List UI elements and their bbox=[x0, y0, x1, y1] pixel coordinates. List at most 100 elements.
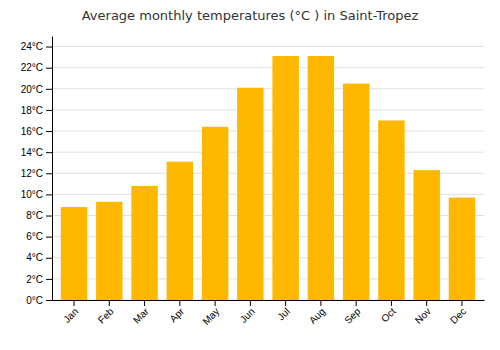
y-tick-label: 0°C bbox=[26, 295, 43, 306]
y-tick: 14°C bbox=[21, 147, 52, 158]
y-tick-label: 24°C bbox=[21, 41, 43, 52]
y-tick: 16°C bbox=[21, 126, 52, 137]
y-tick: 6°C bbox=[26, 231, 52, 242]
x-tick-mark bbox=[144, 300, 145, 306]
x-tick-label: Jul bbox=[275, 306, 292, 323]
x-tick-mark bbox=[356, 300, 357, 306]
y-axis-line bbox=[52, 37, 53, 301]
x-tick-label: Jun bbox=[238, 306, 257, 325]
bar bbox=[343, 84, 369, 300]
y-tick-mark bbox=[46, 258, 52, 259]
x-tick-label: Dec bbox=[448, 306, 468, 326]
y-tick-label: 16°C bbox=[21, 126, 43, 137]
y-tick: 0°C bbox=[26, 295, 52, 306]
bar bbox=[96, 202, 122, 300]
y-tick-mark bbox=[46, 47, 52, 48]
y-tick-label: 22°C bbox=[21, 62, 43, 73]
x-axis-line bbox=[53, 300, 485, 301]
bar bbox=[131, 186, 157, 300]
chart-svg: 0°C 2°C 4°C 6°C 8°C 10°C 12°C 14°C 16°C 18°C 20°C 2… bbox=[0, 0, 500, 350]
y-tick-label: 2°C bbox=[26, 274, 43, 285]
y-tick: 10°C bbox=[21, 189, 52, 200]
x-tick-mark bbox=[179, 300, 180, 306]
x-tick: Feb bbox=[96, 300, 116, 326]
x-axis: Jan Feb Mar Apr May Jun Jul Aug Sep Oct Nov Dec bbox=[53, 300, 485, 327]
y-tick: 24°C bbox=[21, 41, 52, 52]
bar bbox=[308, 56, 334, 300]
y-tick-mark bbox=[46, 173, 52, 174]
x-tick-label: Jan bbox=[61, 306, 80, 325]
x-tick-mark bbox=[426, 300, 427, 306]
y-tick: 12°C bbox=[21, 168, 52, 179]
grid bbox=[52, 47, 484, 300]
y-tick: 22°C bbox=[21, 62, 52, 73]
y-tick-mark bbox=[46, 68, 52, 69]
x-tick: Jul bbox=[275, 300, 292, 322]
x-tick: Nov bbox=[413, 300, 433, 326]
x-tick: Aug bbox=[307, 300, 327, 326]
bar bbox=[413, 170, 439, 300]
bar bbox=[61, 207, 87, 300]
x-tick: Mar bbox=[131, 300, 151, 326]
y-tick-mark bbox=[46, 131, 52, 132]
x-tick-label: Aug bbox=[307, 306, 327, 326]
y-tick-mark bbox=[46, 89, 52, 90]
y-tick-label: 20°C bbox=[21, 84, 43, 95]
x-tick-mark bbox=[461, 300, 462, 306]
grid-line bbox=[52, 131, 484, 132]
x-tick: Apr bbox=[167, 300, 186, 324]
bars bbox=[61, 56, 475, 300]
title: Average monthly temperatures (°C ) in Sa… bbox=[82, 8, 419, 23]
x-tick-label: Oct bbox=[379, 306, 398, 325]
bar bbox=[272, 56, 298, 300]
y-tick: 20°C bbox=[21, 84, 52, 95]
grid-line bbox=[52, 67, 484, 68]
bar bbox=[202, 127, 228, 300]
y-tick: 18°C bbox=[21, 105, 52, 116]
x-tick-label: May bbox=[200, 306, 221, 327]
y-tick-label: 12°C bbox=[21, 168, 43, 179]
grid-line bbox=[52, 109, 484, 110]
grid-line bbox=[52, 88, 484, 89]
bar bbox=[237, 88, 263, 300]
bar bbox=[167, 162, 193, 300]
y-tick-label: 10°C bbox=[21, 189, 43, 200]
y-tick-mark bbox=[46, 194, 52, 195]
y-tick-mark bbox=[46, 237, 52, 238]
plot: 0°C 2°C 4°C 6°C 8°C 10°C 12°C 14°C 16°C 18°C 20°C 2… bbox=[21, 37, 485, 327]
bar bbox=[378, 120, 404, 300]
y-tick-label: 6°C bbox=[26, 231, 43, 242]
chart-container: 0°C 2°C 4°C 6°C 8°C 10°C 12°C 14°C 16°C 18°C 20°C 2… bbox=[0, 0, 500, 350]
x-tick-label: Feb bbox=[96, 305, 116, 325]
x-tick-mark bbox=[320, 300, 321, 306]
x-tick-label: Nov bbox=[413, 306, 433, 326]
y-axis: 0°C 2°C 4°C 6°C 8°C 10°C 12°C 14°C 16°C 18°C 20°C 2… bbox=[21, 37, 53, 306]
y-tick-label: 18°C bbox=[21, 105, 43, 116]
y-tick-mark bbox=[46, 110, 52, 111]
x-tick: Jun bbox=[238, 300, 257, 325]
x-tick-mark bbox=[250, 300, 251, 306]
y-tick-mark bbox=[46, 152, 52, 153]
y-tick-mark bbox=[46, 279, 52, 280]
x-tick-label: Mar bbox=[131, 305, 151, 325]
x-tick-mark bbox=[285, 300, 286, 306]
x-tick-mark bbox=[109, 300, 110, 306]
x-tick-mark bbox=[215, 300, 216, 306]
grid-line bbox=[52, 46, 484, 47]
x-tick-label: Apr bbox=[167, 305, 186, 324]
y-tick: 8°C bbox=[26, 210, 52, 221]
y-tick-label: 4°C bbox=[26, 252, 43, 263]
x-tick-label: Sep bbox=[342, 305, 363, 326]
y-tick-mark bbox=[46, 300, 52, 301]
x-tick: Jan bbox=[61, 300, 80, 325]
bar bbox=[449, 198, 475, 300]
grid-line bbox=[52, 152, 484, 153]
x-tick: Sep bbox=[342, 300, 363, 326]
x-tick: Dec bbox=[448, 300, 468, 326]
x-tick-mark bbox=[391, 300, 392, 306]
x-tick-mark bbox=[74, 300, 75, 306]
y-tick-label: 14°C bbox=[21, 147, 43, 158]
x-tick: Oct bbox=[379, 300, 398, 324]
y-tick: 2°C bbox=[26, 274, 52, 285]
y-tick-mark bbox=[46, 216, 52, 217]
